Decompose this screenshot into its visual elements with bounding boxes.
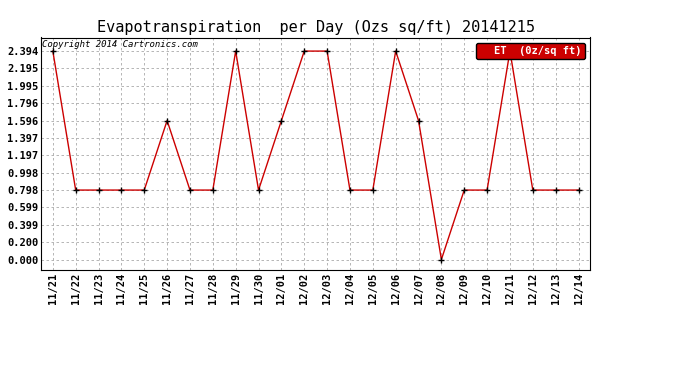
Text: Copyright 2014 Cartronics.com: Copyright 2014 Cartronics.com (43, 40, 198, 49)
Legend: ET  (0z/sq ft): ET (0z/sq ft) (476, 43, 584, 59)
Title: Evapotranspiration  per Day (Ozs sq/ft) 20141215: Evapotranspiration per Day (Ozs sq/ft) 2… (97, 20, 535, 35)
